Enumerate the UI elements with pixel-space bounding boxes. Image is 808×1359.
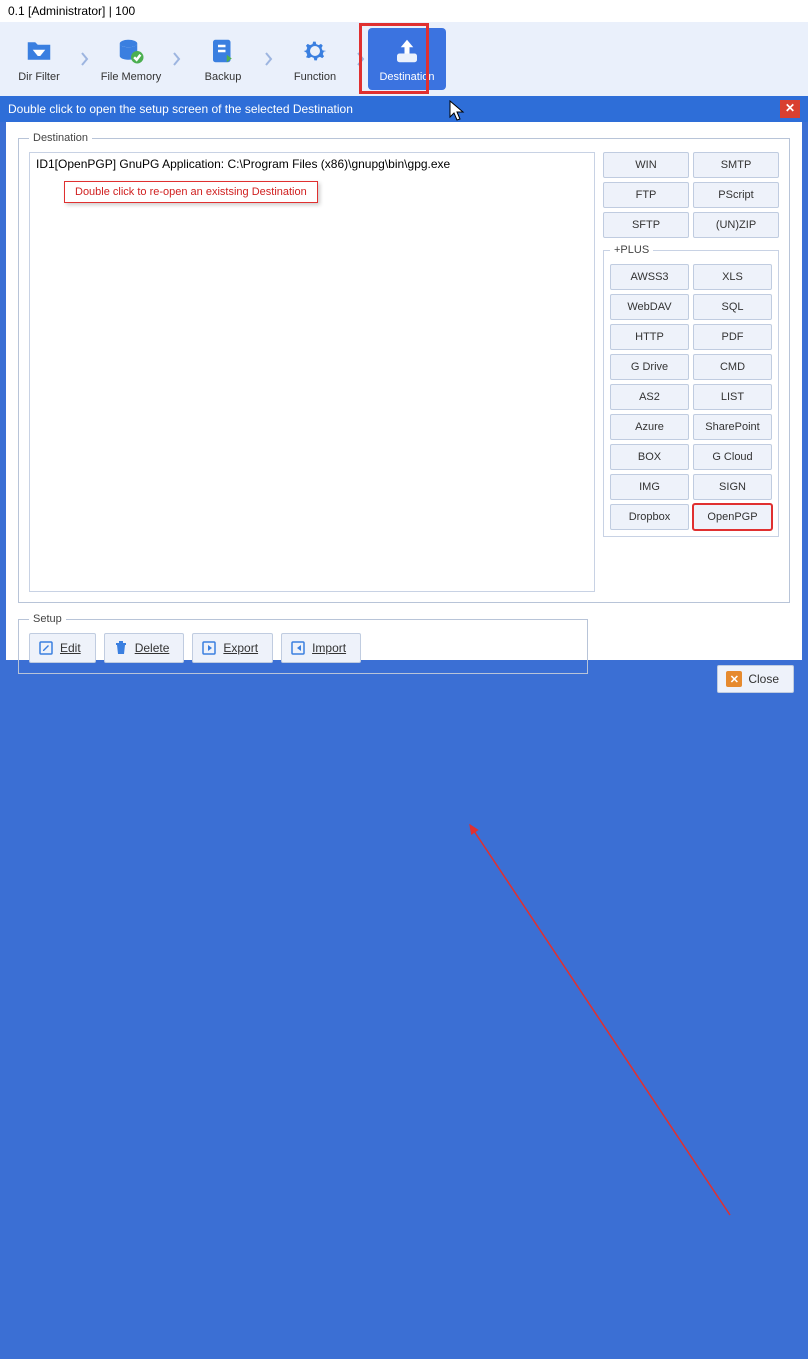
destination-buttons-column: WINSMTPFTPPScriptSFTP(UN)ZIP +PLUS AWSS3… (603, 152, 779, 592)
dest-btn-awss3[interactable]: AWSS3 (610, 264, 689, 290)
setup-btn-label: Export (223, 641, 258, 655)
toolbar-label: File Memory (101, 71, 162, 83)
setup-export-button[interactable]: Export (192, 633, 273, 663)
folder-filter-icon (23, 35, 55, 67)
plus-legend: +PLUS (610, 244, 653, 256)
toolbar-label: Dir Filter (18, 71, 60, 83)
edit-icon (38, 640, 54, 656)
close-button[interactable]: ✕ Close (717, 665, 794, 693)
dest-btn-sharepoint[interactable]: SharePoint (693, 414, 772, 440)
dest-btn-pscript[interactable]: PScript (693, 182, 779, 208)
toolbar-dir-filter[interactable]: Dir Filter (0, 28, 78, 90)
import-icon (290, 640, 306, 656)
main-panel: Destination ID1[OpenPGP] GnuPG Applicati… (6, 122, 802, 660)
destination-legend: Destination (29, 132, 92, 144)
dest-btn-as2[interactable]: AS2 (610, 384, 689, 410)
toolbar-function[interactable]: Function (276, 28, 354, 90)
toolbar-backup[interactable]: Backup (184, 28, 262, 90)
dest-btn-list[interactable]: LIST (693, 384, 772, 410)
dest-btn-sql[interactable]: SQL (693, 294, 772, 320)
toolbar-separator (262, 28, 276, 90)
dest-btn-sftp[interactable]: SFTP (603, 212, 689, 238)
toolbar-label: Backup (205, 71, 242, 83)
basic-buttons-grid: WINSMTPFTPPScriptSFTP(UN)ZIP (603, 152, 779, 238)
hint-tooltip: Double click to re-open an existsing Des… (64, 181, 318, 203)
close-icon: ✕ (726, 671, 742, 687)
toolbar-label: Function (294, 71, 336, 83)
dest-btn-sign[interactable]: SIGN (693, 474, 772, 500)
setup-btn-label: Import (312, 641, 346, 655)
annotation-arrow (0, 660, 808, 1359)
setup-btn-label: Edit (60, 641, 81, 655)
dest-btn-ftp[interactable]: FTP (603, 182, 689, 208)
dest-btn-gdrive[interactable]: G Drive (610, 354, 689, 380)
export-icon (201, 640, 217, 656)
dialog-title: Double click to open the setup screen of… (8, 102, 353, 116)
setup-edit-button[interactable]: Edit (29, 633, 96, 663)
destination-list-item[interactable]: ID1[OpenPGP] GnuPG Application: C:\Progr… (36, 157, 588, 171)
backup-icon (207, 35, 239, 67)
toolbar-separator (354, 28, 368, 90)
setup-btn-label: Delete (135, 641, 170, 655)
dest-btn-gcloud[interactable]: G Cloud (693, 444, 772, 470)
main-toolbar: Dir Filter File Memory Backup Function Desti… (0, 22, 808, 96)
dest-btn-pdf[interactable]: PDF (693, 324, 772, 350)
dest-btn-http[interactable]: HTTP (610, 324, 689, 350)
dialog-close-button[interactable]: ✕ (780, 100, 800, 118)
plus-buttons-grid: AWSS3XLSWebDAVSQLHTTPPDFG DriveCMDAS2LIS… (610, 264, 772, 530)
dest-btn-dropbox[interactable]: Dropbox (610, 504, 689, 530)
dest-btn-box[interactable]: BOX (610, 444, 689, 470)
dest-btn-img[interactable]: IMG (610, 474, 689, 500)
dest-btn-webdav[interactable]: WebDAV (610, 294, 689, 320)
dest-btn-smtp[interactable]: SMTP (693, 152, 779, 178)
toolbar-label: Destination (379, 71, 434, 83)
setup-buttons-row: Edit Delete Export Import (29, 633, 577, 663)
gear-icon (299, 35, 331, 67)
dest-btn-openpgp[interactable]: OpenPGP (693, 504, 772, 530)
dest-btn-cmd[interactable]: CMD (693, 354, 772, 380)
db-check-icon (115, 35, 147, 67)
dialog-title-bar: Double click to open the setup screen of… (0, 96, 808, 122)
trash-icon (113, 640, 129, 656)
dest-btn-win[interactable]: WIN (603, 152, 689, 178)
setup-import-button[interactable]: Import (281, 633, 361, 663)
dialog-footer: ✕ Close (717, 665, 794, 693)
upload-icon (391, 35, 423, 67)
toolbar-destination[interactable]: Destination (368, 28, 446, 90)
close-label: Close (748, 672, 779, 686)
toolbar-separator (170, 28, 184, 90)
dest-btn-unzip[interactable]: (UN)ZIP (693, 212, 779, 238)
setup-legend: Setup (29, 613, 66, 625)
setup-fieldset: Setup Edit Delete Export Import (18, 613, 588, 674)
window-info: 0.1 [Administrator] | 100 (0, 0, 808, 22)
setup-delete-button[interactable]: Delete (104, 633, 185, 663)
plus-fieldset: +PLUS AWSS3XLSWebDAVSQLHTTPPDFG DriveCMD… (603, 244, 779, 537)
toolbar-file-memory[interactable]: File Memory (92, 28, 170, 90)
dest-btn-xls[interactable]: XLS (693, 264, 772, 290)
dest-btn-azure[interactable]: Azure (610, 414, 689, 440)
toolbar-separator (78, 28, 92, 90)
destination-fieldset: Destination ID1[OpenPGP] GnuPG Applicati… (18, 132, 790, 603)
destination-list[interactable]: ID1[OpenPGP] GnuPG Application: C:\Progr… (29, 152, 595, 592)
